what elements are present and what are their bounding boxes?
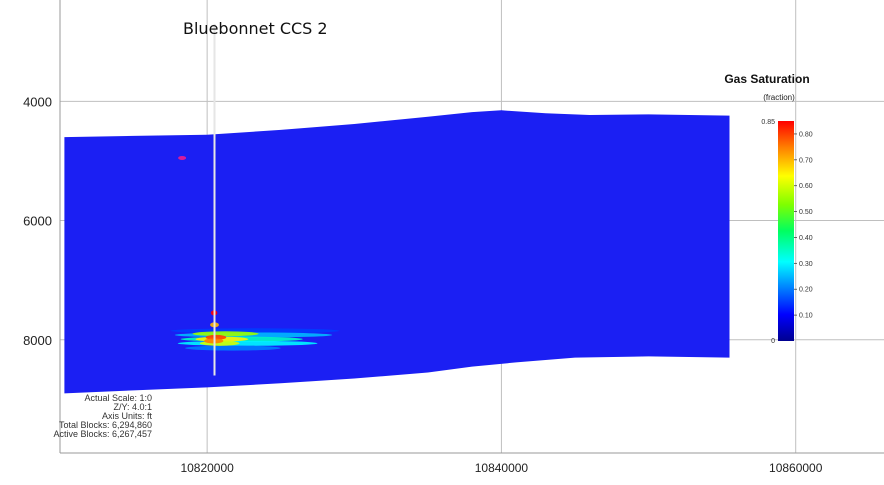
colorbar-tick-label: 0.60	[799, 183, 813, 190]
colorbar-tick-label: 0.20	[799, 287, 813, 294]
colorbar-tick-label: 0.80	[799, 131, 813, 138]
colorbar-ticks: 0.80 0.70 0.60 0.50 0.40 0.30 0.20 0.10	[794, 131, 813, 320]
plume-streak	[177, 340, 318, 346]
colorbar-max-label: 0.85	[761, 119, 775, 126]
y-tick-label: 6000	[23, 214, 52, 229]
colorbar-gradient	[778, 121, 794, 341]
info-line: Actual Scale: 1:0	[84, 393, 152, 403]
x-tick-label: 10860000	[769, 461, 823, 475]
colorbar-tick-label: 0.30	[799, 261, 813, 268]
colorbar-tick-label: 0.50	[799, 209, 813, 216]
x-tick-label: 10820000	[180, 461, 234, 475]
plume-streak	[192, 331, 259, 337]
plume-streak	[185, 345, 281, 351]
grid-info-box: Actual Scale: 1:0 Z/Y: 4.0:1 Axis Units:…	[53, 393, 152, 439]
y-axis-ticks: 4000 6000 8000	[23, 94, 52, 347]
colorbar-min-label: 0	[771, 338, 775, 345]
colorbar-legend: Gas Saturation (fraction) 0.800.700.600.…	[724, 72, 812, 345]
y-tick-label: 8000	[23, 333, 52, 348]
reservoir-body	[64, 110, 730, 394]
info-line: Axis Units: ft	[102, 411, 153, 421]
colorbar-unit: (fraction)	[763, 93, 795, 102]
colorbar-title: Gas Saturation	[724, 72, 809, 86]
y-tick-label: 4000	[23, 94, 52, 109]
injection-marker	[178, 155, 187, 160]
x-axis-ticks: 10820000 10840000 10860000	[180, 461, 822, 475]
info-line: Z/Y: 4.0:1	[113, 402, 152, 412]
colorbar-tick-label: 0.40	[799, 235, 813, 242]
info-line: Active Blocks: 6,267,457	[53, 429, 152, 439]
colorbar-tick-label: 0.10	[799, 313, 813, 320]
info-line: Total Blocks: 6,294,860	[59, 420, 152, 430]
well-name-label: Bluebonnet CCS 2	[183, 19, 328, 38]
colorbar-tick-label: 0.70	[799, 157, 813, 164]
x-tick-label: 10840000	[475, 461, 529, 475]
